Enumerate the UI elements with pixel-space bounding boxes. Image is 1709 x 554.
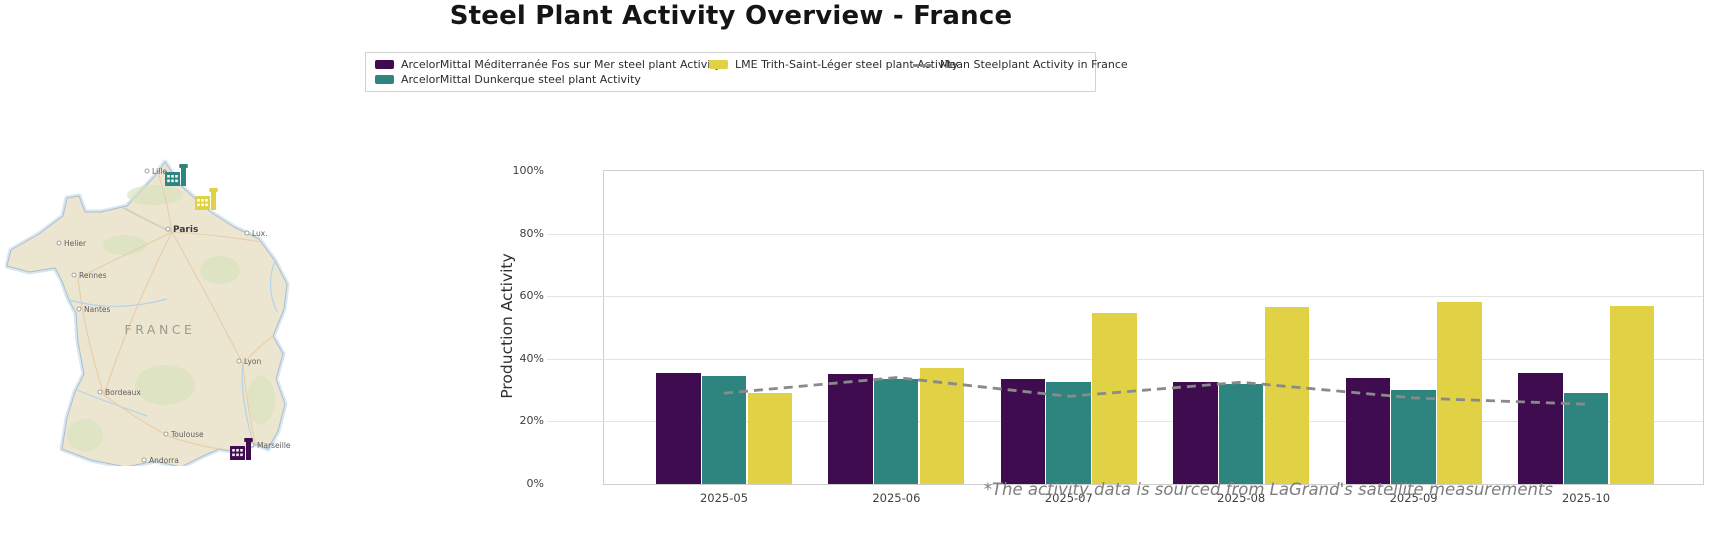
map-city-dot [244,230,250,236]
map-city-label: Marseille [257,441,291,450]
legend-swatch-dunkerque [375,75,394,84]
map-city-label: Lyon [244,357,262,366]
plant-trith-factory-icon [195,188,218,210]
legend-label: LME Trith-Saint-Léger steel plant Activi… [735,58,959,71]
bar-series-1-month-2025-10 [1563,393,1608,484]
map-city-dot [141,457,147,463]
map-city-dot [97,389,103,395]
bar-series-1-month-2025-06 [873,379,919,484]
bar-series-2-month-2025-07 [1092,313,1137,484]
map-city-label: Nantes [84,305,111,314]
bar-series-1-month-2025-05 [701,376,746,484]
page-title: Steel Plant Activity Overview - France [449,1,1013,31]
bar-series-0-month-2025-08 [1173,382,1218,484]
bar-series-0-month-2025-05 [656,372,701,484]
map-city-label: Bordeaux [105,388,141,397]
y-tick-label: 40% [519,351,544,365]
legend-item-dunkerque: ArcelorMittal Dunkerque steel plant Acti… [375,73,709,86]
x-tick-label: 2025-09 [1389,491,1438,505]
france-landmass [6,161,288,468]
bar-series-2-month-2025-09 [1437,302,1482,484]
mean-activity-line [723,376,1587,406]
legend-swatch-trith [709,60,728,69]
bar-series-1-month-2025-09 [1391,390,1436,484]
y-tick-label: 0% [526,477,544,490]
map-city-label: Andorra [149,456,179,465]
x-tick-label: 2025-08 [1217,491,1266,505]
bar-series-1-month-2025-07 [1046,382,1091,484]
bar-series-1-month-2025-08 [1218,383,1264,484]
legend-label: ArcelorMittal Méditerranée Fos sur Mer s… [401,58,722,71]
map-city-label: Toulouse [170,430,204,439]
terrain-patches [67,185,275,451]
map-city-dot [165,226,171,232]
x-tick-label: 2025-06 [872,491,921,505]
map-region-label: FRANCE [125,322,196,337]
france-map-canvas: FRANCE Lille Paris Helier Lux. Rennes Nantes Ly… [4,159,291,470]
x-tick-label: 2025-10 [1561,491,1611,505]
bar-series-0-month-2025-10 [1518,372,1563,484]
bar-series-2-month-2025-05 [747,393,792,484]
y-tick-label: 100% [512,164,544,177]
legend-label: Mean Steelplant Activity in France [940,58,1128,71]
bar-series-0-month-2025-07 [1000,379,1046,484]
bar-series-2-month-2025-06 [919,368,965,484]
map-city-dot [56,240,62,246]
bar-series-2-month-2025-10 [1609,305,1654,484]
map-city-label: Lux. [252,229,268,238]
legend-label: ArcelorMittal Dunkerque steel plant Acti… [401,73,641,86]
map-city-label: Rennes [79,271,107,280]
map-city-dot [236,358,242,364]
legend-item-trith: LME Trith-Saint-Léger steel plant Activi… [709,58,958,71]
y-tick-label: 80% [519,226,544,240]
map-city-dot [144,168,150,174]
france-map: FRANCE Lille Paris Helier Lux. Rennes Nantes Ly… [4,150,293,470]
plot-area: 0% 20% 40% 60% 80% 100% 2025-05 2025-06 2025-07 2… [513,164,1704,505]
bar-series-0-month-2025-06 [828,374,873,484]
map-city-label: Lille [152,167,167,176]
legend-item-fos: ArcelorMittal Méditerranée Fos sur Mer s… [375,58,721,71]
y-axis-title: Production Activity [498,253,516,399]
map-city-label: Helier [64,239,87,248]
data-source-footnote: *The activity data is sourced from LaGra… [983,480,1553,499]
legend: ArcelorMittal Méditerranée Fos sur Mer s… [365,52,1128,92]
legend-swatch-fos [375,60,394,69]
map-city-dot [163,431,169,437]
x-tick-label: 2025-05 [699,491,749,505]
y-tick-label: 20% [519,414,544,428]
map-city-dot [76,306,82,312]
map-city-dot [71,272,77,278]
y-gridline [547,296,1703,298]
y-tick-label: 60% [519,289,544,303]
mean-activity-polyline [723,376,1587,406]
legend-swatch-mean [913,63,933,67]
y-gridline [547,233,1703,235]
legend-item-mean: Mean Steelplant Activity in France [913,58,1128,71]
map-city-label: Paris [173,225,198,235]
x-tick-label: 2025-07 [1044,491,1093,505]
bar-series-2-month-2025-08 [1264,307,1310,484]
